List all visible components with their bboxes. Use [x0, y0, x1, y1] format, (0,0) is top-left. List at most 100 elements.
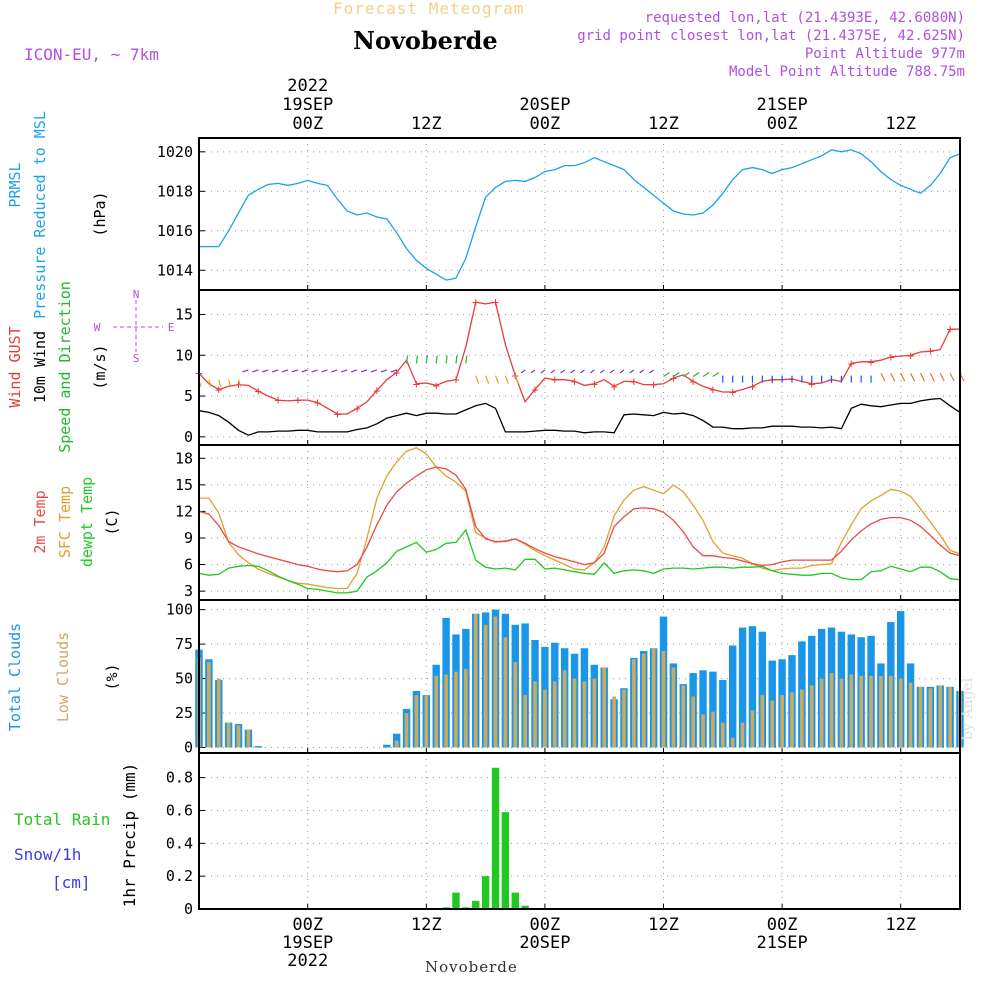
wind-direction-arrow	[311, 369, 318, 373]
low-clouds-bar	[503, 637, 508, 748]
low-clouds-bar	[632, 659, 636, 748]
footer-location: Novoberde	[425, 958, 518, 976]
wind-direction-arrow	[919, 372, 926, 382]
low-clouds-bar	[790, 692, 794, 748]
low-clouds-bar	[671, 667, 676, 748]
low-clouds-bar	[711, 711, 715, 748]
wind-ytick-label: 0	[184, 428, 193, 446]
low-clouds-bar	[394, 740, 399, 748]
low-clouds-bar	[404, 713, 409, 748]
snow-axis-label: Snow/1h	[14, 845, 81, 864]
low-clouds-bar	[928, 688, 933, 748]
low-clouds-bar	[780, 695, 784, 748]
low-clouds-bar	[730, 737, 735, 748]
wind-direction-arrow	[580, 369, 585, 374]
low-clouds-bar	[444, 674, 448, 748]
product-title: Forecast Meteogram	[333, 0, 525, 18]
wind-direction-arrow	[370, 369, 378, 373]
requested-coordinates: requested lon,lat (21.4393E, 42.6080N)	[644, 10, 965, 26]
clouds-ytick-label: 25	[175, 704, 193, 722]
prmsl-axis-label: PRMSL	[6, 162, 24, 207]
top-year-label: 2022	[287, 76, 328, 96]
gust-point-marker: +	[808, 377, 815, 391]
low-clouds-bar	[533, 681, 537, 748]
wind-direction-arrow	[341, 369, 348, 373]
wind-ytick-label: 15	[175, 305, 193, 323]
low-clouds-bar	[898, 678, 903, 748]
top-time-label: 00Z	[530, 114, 561, 134]
low-clouds-axis-label: Low Clouds	[54, 632, 72, 722]
clouds-ytick-label: 0	[184, 738, 193, 756]
wind-direction-arrow	[649, 369, 654, 374]
wind-direction-arrow	[949, 372, 955, 382]
temperature-ytick-label: 18	[175, 449, 193, 467]
total-clouds-bar	[254, 746, 263, 748]
wind-direction-arrow	[281, 369, 289, 373]
wind-direction-arrow	[208, 379, 212, 387]
gust-point-marker: +	[274, 393, 281, 407]
rain-bar	[491, 767, 500, 909]
compass-s-label: S	[133, 352, 140, 365]
top-time-label: 12Z	[648, 114, 679, 134]
total-clouds-bar	[521, 623, 529, 748]
wind10m-series-line	[198, 397, 961, 436]
low-clouds-bar	[938, 685, 943, 748]
wind-direction-arrow	[445, 355, 448, 364]
top-time-label: 12Z	[885, 114, 916, 134]
low-clouds-bar	[691, 696, 696, 748]
gust-point-marker: +	[610, 379, 617, 393]
bottom-time-label: 00Z	[767, 915, 798, 935]
gust-point-marker: +	[334, 407, 341, 421]
wind-direction-arrow	[350, 369, 358, 373]
wind-ytick-label: 10	[175, 346, 193, 364]
wind-direction-arrow	[673, 371, 680, 377]
rain-bar	[511, 892, 519, 909]
precip-ytick-label: 0.6	[166, 801, 193, 819]
low-clouds-bar	[879, 675, 883, 748]
bottom-time-label: 12Z	[648, 915, 679, 935]
wind-direction-arrow	[910, 372, 916, 382]
wind-direction-arrow	[682, 371, 690, 377]
wind-direction-arrow	[435, 355, 438, 364]
precip-panel-frame	[198, 752, 961, 910]
compass-e-label: E	[168, 321, 175, 334]
gust-point-marker: +	[867, 355, 874, 369]
total-clouds-bar	[728, 645, 737, 748]
total-clouds-axis-label: Total Clouds	[6, 623, 24, 731]
low-clouds-bar	[760, 695, 765, 748]
location-title: Novoberde	[353, 26, 498, 55]
top-time-label: 19SEP	[282, 95, 333, 115]
low-clouds-bar	[908, 682, 913, 748]
gust-point-marker: +	[591, 377, 598, 391]
temperature-ytick-label: 15	[175, 476, 193, 494]
wind-direction-arrow	[261, 369, 269, 373]
gust-point-marker: +	[848, 356, 855, 370]
wind-direction-arrow	[939, 372, 945, 382]
rain-axis-label: Total Rain	[14, 810, 110, 829]
gust-point-marker: +	[946, 322, 953, 336]
wind10m-axis-label: 10m Wind	[31, 331, 49, 403]
temperature-ytick-label: 9	[184, 529, 193, 547]
point-altitude: Point Altitude 977m	[804, 46, 965, 62]
wind-direction-arrow	[530, 369, 536, 374]
low-clouds-bar	[622, 689, 626, 748]
temperature-ytick-label: 12	[175, 502, 193, 520]
low-clouds-bar	[424, 695, 429, 748]
temperature-panel-frame	[198, 444, 961, 601]
total-clouds-bar	[719, 679, 727, 748]
temperature-ytick-label: 3	[184, 582, 193, 600]
low-clouds-bar	[226, 722, 231, 748]
bottom-time-label: 00Z	[530, 915, 561, 935]
pressure-unit-label: (hPa)	[91, 191, 109, 236]
sfc-temp-axis-label: SFC Temp	[56, 486, 74, 558]
pressure-ytick-label: 1016	[157, 222, 193, 240]
bottom-time-label: 2022	[287, 951, 328, 971]
rain-bar	[521, 905, 529, 909]
precip-ytick-label: 0.8	[166, 769, 193, 787]
top-time-label: 00Z	[292, 114, 323, 134]
wind-direction-arrow	[639, 369, 645, 374]
wind-direction-arrow	[494, 375, 500, 384]
wind-direction-arrow	[712, 371, 720, 377]
